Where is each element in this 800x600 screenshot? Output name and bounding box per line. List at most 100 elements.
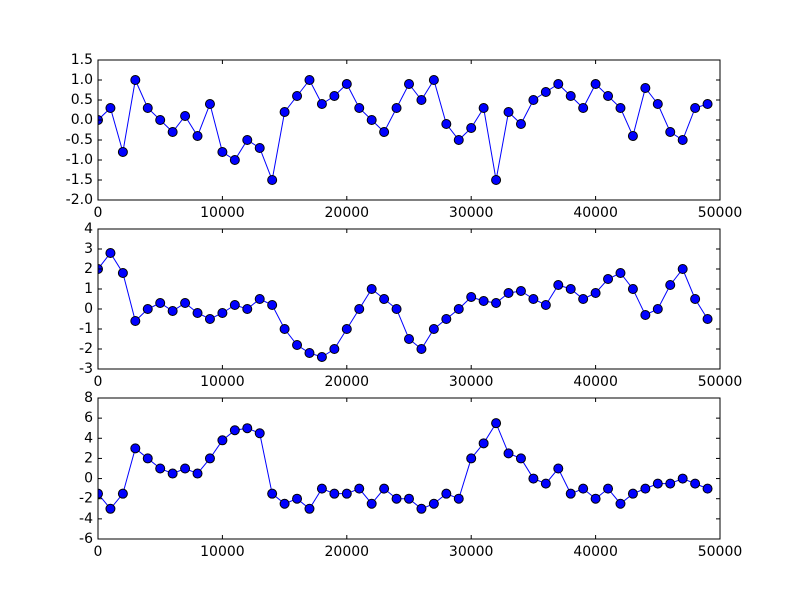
y-tick-label: 4 — [84, 221, 93, 237]
series-line — [98, 78, 708, 182]
data-point — [267, 300, 278, 310]
data-point — [379, 483, 390, 494]
data-point — [366, 498, 377, 509]
data-point — [441, 314, 452, 324]
data-point — [254, 428, 265, 439]
data-point — [354, 103, 365, 113]
plot-area — [98, 248, 713, 362]
x-tick-label: 30000 — [449, 374, 494, 390]
data-point — [254, 294, 265, 304]
y-tick-label: -6 — [79, 531, 93, 547]
data-point — [640, 310, 651, 320]
data-point — [478, 103, 489, 113]
data-point — [279, 107, 290, 117]
data-point — [466, 292, 477, 302]
data-point — [416, 344, 427, 354]
y-tick-label: -1.5 — [66, 172, 93, 188]
plot-area — [98, 418, 713, 514]
y-tick-label: -2.0 — [66, 192, 93, 208]
data-point — [329, 91, 340, 101]
data-point — [304, 503, 315, 514]
data-point — [404, 334, 414, 344]
data-point — [677, 135, 688, 145]
data-point — [105, 503, 116, 514]
y-tick-label: 4 — [84, 430, 93, 446]
data-point — [690, 103, 701, 113]
data-point — [478, 296, 489, 306]
series-line — [98, 422, 708, 510]
data-point — [391, 103, 402, 113]
data-point — [391, 493, 402, 504]
data-point — [341, 488, 352, 499]
y-tick-label: 0.5 — [71, 92, 93, 108]
data-point — [640, 83, 651, 93]
data-point — [242, 304, 253, 314]
data-point — [652, 478, 663, 489]
data-point — [603, 91, 614, 101]
data-point — [229, 155, 240, 165]
data-point — [105, 103, 116, 113]
data-point — [453, 304, 464, 314]
x-tick-label: 10000 — [200, 374, 245, 390]
data-point — [540, 87, 551, 97]
data-point — [366, 284, 377, 294]
data-point — [117, 147, 128, 157]
data-point — [503, 107, 514, 117]
data-point — [453, 493, 464, 504]
data-point — [503, 448, 514, 459]
data-point — [204, 314, 215, 324]
data-point — [142, 304, 153, 314]
data-point — [565, 284, 576, 294]
data-point — [441, 488, 452, 499]
data-point — [652, 99, 663, 109]
y-tick-label: 3 — [84, 241, 93, 257]
y-tick-label: -1 — [79, 321, 93, 337]
data-point — [142, 103, 153, 113]
x-tick-label: 50000 — [698, 205, 743, 221]
data-point — [354, 304, 365, 314]
y-tick-label: 1 — [84, 281, 93, 297]
data-point — [603, 483, 614, 494]
subplot: 0 10000 20000 30000 40000 50000 -6 -4 -2 0 2 4 6 8 — [79, 390, 742, 560]
data-point — [441, 119, 452, 129]
y-tick-label: -2 — [79, 341, 93, 357]
plot-area — [98, 75, 713, 185]
data-point — [677, 264, 688, 274]
data-point — [304, 75, 315, 85]
data-point — [404, 79, 414, 89]
data-point — [192, 308, 203, 318]
data-point — [130, 443, 141, 454]
data-point — [180, 463, 191, 474]
y-tick-label: -3 — [79, 361, 93, 377]
x-tick-label: 10000 — [200, 205, 245, 221]
x-tick-label: 30000 — [449, 544, 494, 560]
data-point — [565, 488, 576, 499]
data-point — [578, 483, 589, 494]
data-point — [428, 324, 439, 334]
data-point — [167, 127, 178, 137]
data-point — [503, 288, 514, 298]
data-point — [292, 493, 303, 504]
data-point — [491, 175, 502, 185]
data-point — [180, 298, 191, 308]
data-point — [702, 314, 713, 324]
data-point — [316, 483, 327, 494]
data-point — [242, 135, 253, 145]
data-point — [466, 453, 477, 464]
data-point — [217, 435, 228, 446]
data-point — [590, 288, 601, 298]
x-tick-label: 20000 — [325, 544, 370, 560]
data-point — [204, 453, 215, 464]
data-point — [167, 468, 178, 479]
data-point — [192, 131, 203, 141]
data-point — [117, 268, 128, 278]
x-tick-label: 0 — [94, 544, 103, 560]
y-tick-label: 0 — [84, 301, 93, 317]
data-point — [515, 453, 526, 464]
data-point — [391, 304, 402, 314]
x-tick-label: 30000 — [449, 205, 494, 221]
data-point — [217, 147, 228, 157]
data-point — [677, 473, 688, 484]
data-point — [515, 119, 526, 129]
data-point — [341, 79, 352, 89]
